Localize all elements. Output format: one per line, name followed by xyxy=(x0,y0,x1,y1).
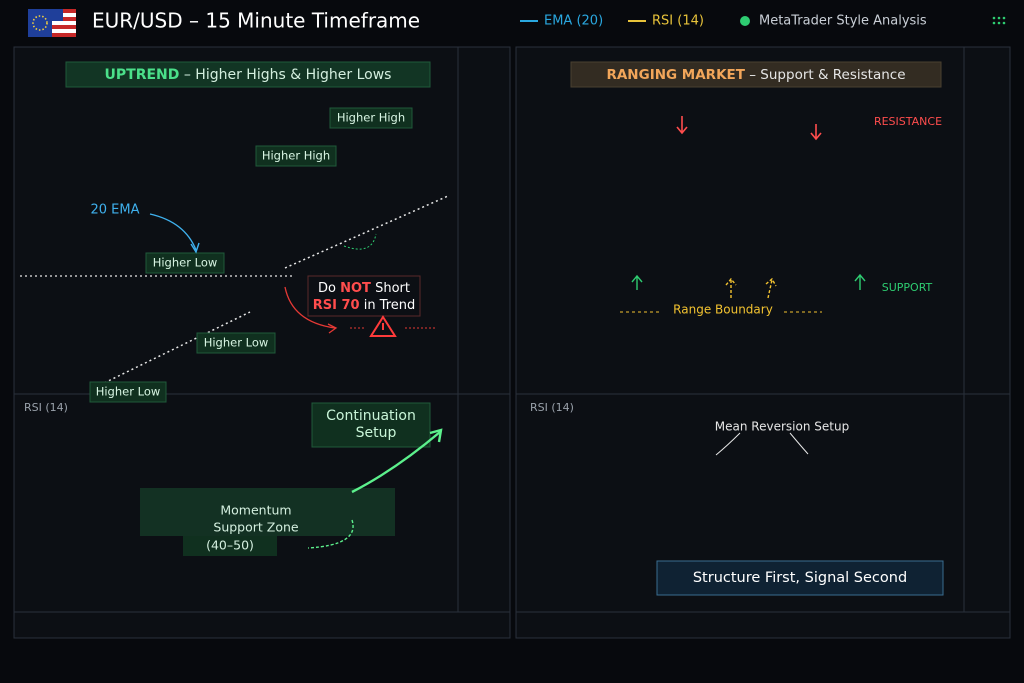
flag-canton xyxy=(52,9,63,21)
flag-eu xyxy=(28,9,52,37)
higher-low: Higher Low xyxy=(153,256,218,270)
support-arrow xyxy=(631,274,643,290)
setup-box xyxy=(311,402,431,448)
resistance-label: RESISTANCE xyxy=(874,115,942,128)
dot xyxy=(1002,21,1006,25)
title-box xyxy=(570,61,942,88)
warning-word: in Trend xyxy=(364,298,416,313)
dot xyxy=(997,21,1001,25)
warning-icon xyxy=(369,315,397,337)
left-annotations: UPTREND – Higher Highs & Higher Lows Hig… xyxy=(65,61,436,403)
title-rest: – Support & Resistance xyxy=(749,67,905,83)
flag xyxy=(28,9,76,37)
green-arrow xyxy=(343,233,377,250)
flag-stars xyxy=(32,15,48,31)
continuation-arrow xyxy=(351,431,441,494)
dot xyxy=(992,16,996,20)
zone-arrow xyxy=(307,519,354,549)
dot xyxy=(992,21,996,25)
resistance-arrow xyxy=(676,116,688,135)
warning-word: Short xyxy=(375,281,410,296)
setup-text: Mean Reversion Setup xyxy=(715,420,849,434)
left-rsi-annotations: RSI (14) Continuation Setup Momentum Sup… xyxy=(24,401,443,556)
legend-swatch xyxy=(740,16,750,26)
label-box xyxy=(89,381,167,403)
setup-text: Continuation xyxy=(326,408,416,424)
warning-word: RSI 70 xyxy=(313,298,360,313)
support-zone xyxy=(140,488,395,536)
flag-stripe xyxy=(52,33,76,37)
ema-arrow xyxy=(149,213,197,251)
higher-high: Higher High xyxy=(337,111,405,125)
menu-dots[interactable] xyxy=(992,16,1006,25)
higher-low: Higher Low xyxy=(96,385,161,399)
page-title: EUR/USD – 15 Minute Timeframe xyxy=(92,9,420,33)
range-label: Range Boundary xyxy=(673,303,773,317)
legend-label: EMA (20) xyxy=(544,14,603,29)
warning-word: Do xyxy=(318,281,336,296)
title-rest: – Higher Highs & Higher Lows xyxy=(184,67,392,83)
support-arrow xyxy=(854,273,866,290)
warning-box xyxy=(307,275,421,317)
right-panel xyxy=(515,46,1011,639)
underlay xyxy=(20,195,449,536)
legend-label: RSI (14) xyxy=(652,14,704,29)
arrow-head xyxy=(327,323,338,334)
warning-text: RSI 70 in Trend xyxy=(313,298,416,313)
panel-title: RANGING MARKET – Support & Resistance xyxy=(606,67,905,83)
flag-stripe xyxy=(52,9,76,13)
warning-text: Do NOT Short xyxy=(318,281,410,296)
rsi-label: RSI (14) xyxy=(530,401,574,414)
zone-text: Support Zone xyxy=(213,520,299,535)
label-box xyxy=(145,252,225,274)
legend-label: MetaTrader Style Analysis xyxy=(759,14,927,29)
higher-high: Higher High xyxy=(262,149,330,163)
warning-word: NOT xyxy=(340,281,371,296)
resistance-arrow xyxy=(810,124,822,141)
right-annotations: RANGING MARKET – Support & Resistance RE… xyxy=(570,61,942,317)
footer-text: Structure First, Signal Second xyxy=(693,570,907,586)
zone-box xyxy=(183,536,277,556)
panel-title: UPTREND – Higher Highs & Higher Lows xyxy=(105,67,392,83)
right-rsi-annotations: RSI (14) Mean Reversion Setup Structure … xyxy=(530,401,944,596)
range-arrow xyxy=(765,277,777,299)
label-box xyxy=(196,332,276,354)
footer-box xyxy=(656,560,944,596)
ema-label: 20 EMA xyxy=(91,203,140,218)
arrow-head xyxy=(429,428,443,443)
rsi-label: RSI (14) xyxy=(24,401,68,414)
arrow-head xyxy=(190,242,200,254)
label-box xyxy=(255,145,337,167)
title-box xyxy=(65,61,431,88)
dot xyxy=(1002,16,1006,20)
setup-text: Setup xyxy=(356,425,397,441)
flag-stripe xyxy=(52,17,76,21)
support-label: SUPPORT xyxy=(882,281,933,294)
setup-arrow xyxy=(789,432,809,455)
title-strong: RANGING MARKET xyxy=(606,67,745,83)
zone-text: (40–50) xyxy=(206,538,254,553)
label-box xyxy=(329,107,413,129)
higher-low: Higher Low xyxy=(204,336,269,350)
warning-arrow xyxy=(284,286,336,329)
flag-stripe xyxy=(52,25,76,29)
range-arrow xyxy=(725,277,737,298)
dot xyxy=(997,16,1001,20)
setup-arrow xyxy=(715,432,741,456)
title-strong: UPTREND xyxy=(105,67,180,83)
zone-text: Momentum xyxy=(220,503,291,518)
